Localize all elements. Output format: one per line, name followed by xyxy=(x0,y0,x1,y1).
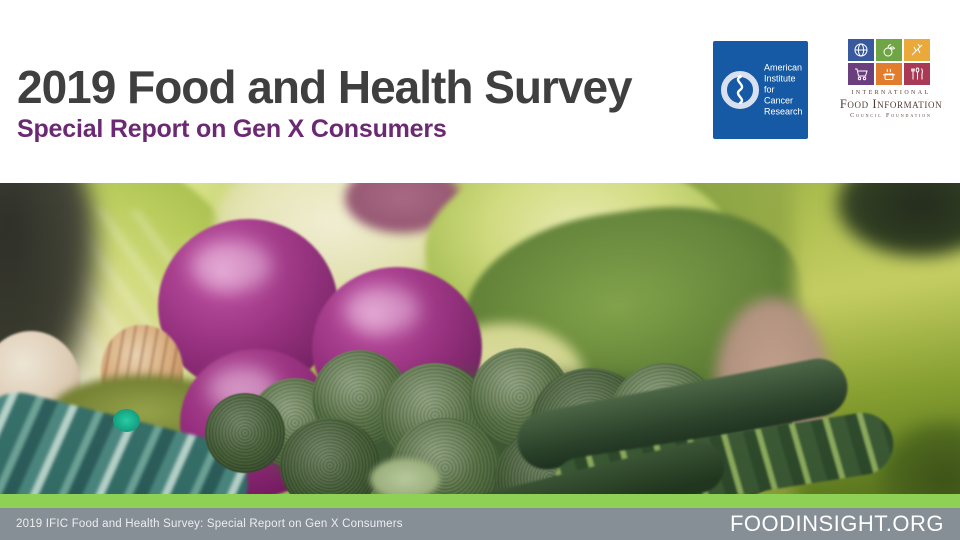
broccoli-stalk xyxy=(370,458,440,494)
shopping-cart-icon xyxy=(848,63,874,85)
caduceus-icon xyxy=(720,70,760,110)
photo-wash-overlay xyxy=(0,183,960,494)
ific-line-international: INTERNATIONAL xyxy=(851,90,931,96)
footer-website-link[interactable]: FOODINSIGHT.ORG xyxy=(729,511,944,536)
globe-icon xyxy=(848,39,874,61)
vegetables-photo xyxy=(0,183,960,494)
aicr-logo-text: American Institute for Cancer Research xyxy=(764,62,803,117)
wheat-icon xyxy=(904,39,930,61)
apple-icon xyxy=(876,39,902,61)
broccoli-floret xyxy=(205,393,285,473)
slide-title: 2019 Food and Health Survey xyxy=(17,61,633,113)
slide-subtitle: Special Report on Gen X Consumers xyxy=(17,114,447,143)
green-accent-bar xyxy=(0,494,960,508)
footer-bar: 2019 IFIC Food and Health Survey: Specia… xyxy=(0,508,960,540)
teal-sprout xyxy=(113,409,140,432)
title-block: 2019 Food and Health Survey Special Repo… xyxy=(17,61,633,144)
ific-line-food-information: Food Information xyxy=(839,97,943,111)
cooking-pot-icon xyxy=(876,63,902,85)
ific-line-council-foundation: Council Foundation xyxy=(850,113,932,119)
ific-tile-grid xyxy=(848,39,934,85)
footer-caption: 2019 IFIC Food and Health Survey: Specia… xyxy=(16,518,403,530)
aicr-logo: American Institute for Cancer Research xyxy=(713,41,808,139)
cutlery-icon xyxy=(904,63,930,85)
ific-logo: INTERNATIONAL Food Information Council F… xyxy=(828,39,954,119)
broccoli-floret xyxy=(280,418,380,494)
